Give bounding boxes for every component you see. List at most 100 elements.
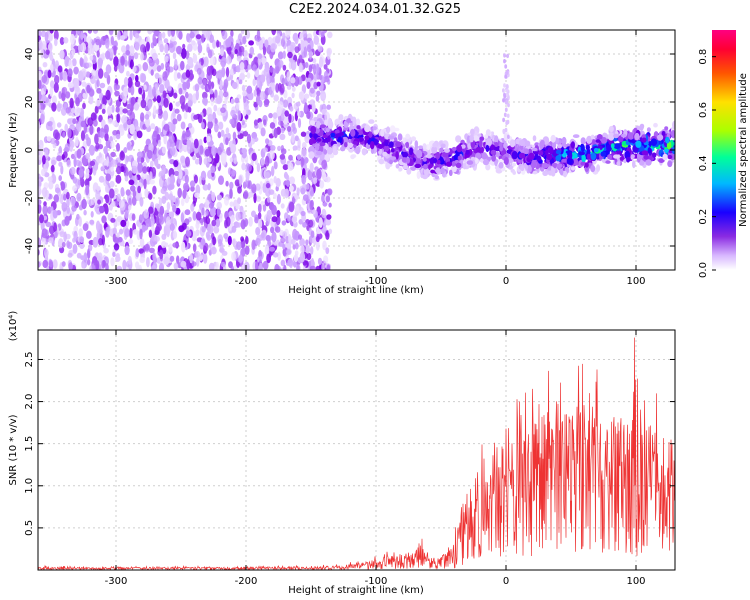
signal-cell <box>606 144 612 152</box>
noise-cell <box>241 148 248 154</box>
noise-cell <box>227 167 232 176</box>
noise-cell <box>181 222 187 230</box>
noise-cell <box>131 213 136 221</box>
noise-cell <box>66 197 70 208</box>
noise-cell <box>209 34 214 43</box>
noise-cell <box>99 82 106 89</box>
signal-cell <box>319 124 327 129</box>
noise-cell <box>123 122 128 131</box>
signal-cell <box>356 125 361 130</box>
noise-cell <box>115 174 122 184</box>
signal-cell <box>502 88 505 93</box>
noise-cell <box>72 185 78 192</box>
noise-cell <box>147 101 152 110</box>
noise-cell <box>220 56 227 68</box>
signal-cell <box>364 135 370 141</box>
noise-cell <box>56 122 62 128</box>
noise-cell <box>316 81 321 87</box>
signal-cell <box>504 74 508 79</box>
noise-cell <box>103 247 109 254</box>
noise-cell <box>101 119 106 128</box>
noise-cell <box>136 264 141 270</box>
signal-cell <box>613 143 621 150</box>
noise-cell <box>45 49 50 55</box>
noise-cell <box>225 216 231 227</box>
noise-cell <box>63 193 67 201</box>
noise-cell <box>151 225 155 234</box>
noise-cell <box>192 243 197 253</box>
noise-cell <box>150 213 155 222</box>
noise-cell <box>321 208 327 219</box>
noise-cell <box>316 90 321 97</box>
noise-cell <box>148 59 155 67</box>
noise-cell <box>327 31 333 39</box>
noise-cell <box>110 217 116 223</box>
noise-cell <box>217 131 222 139</box>
noise-cell <box>299 238 305 247</box>
noise-cell <box>182 189 187 200</box>
noise-cell <box>216 95 222 105</box>
noise-cell <box>66 240 70 249</box>
noise-cell <box>177 72 181 79</box>
noise-cell <box>132 65 137 73</box>
noise-cell <box>172 195 176 203</box>
signal-cell <box>584 162 589 168</box>
noise-cell <box>162 246 167 255</box>
noise-cell <box>209 206 216 217</box>
noise-cell <box>116 265 123 270</box>
noise-cell <box>167 30 172 37</box>
signal-cell <box>327 120 334 129</box>
noise-cell <box>266 196 271 203</box>
noise-cell <box>76 192 82 202</box>
noise-cell <box>275 185 279 192</box>
signal-cell <box>315 143 320 151</box>
noise-cell <box>104 205 109 215</box>
noise-cell <box>91 69 97 77</box>
noise-cell <box>255 237 261 246</box>
noise-cell <box>284 110 290 117</box>
noise-cell <box>155 223 162 232</box>
noise-cell <box>71 196 76 207</box>
noise-cell <box>190 142 195 153</box>
noise-cell <box>168 243 173 253</box>
spectrogram-y-axis-label: Frequency (Hz) <box>8 112 19 188</box>
noise-cell <box>101 108 106 115</box>
signal-cell <box>350 154 355 160</box>
noise-cell <box>269 122 276 129</box>
signal-cell <box>651 152 657 158</box>
noise-cell <box>95 190 101 201</box>
noise-cell <box>169 255 175 262</box>
noise-cell <box>208 262 215 270</box>
noise-cell <box>85 71 91 78</box>
signal-cell <box>422 163 428 170</box>
signal-cell <box>566 157 573 165</box>
x-tick-label: -100 <box>365 276 388 287</box>
noise-cell <box>65 91 71 99</box>
noise-cell <box>235 65 241 73</box>
noise-cell <box>238 45 245 53</box>
noise-cell <box>95 38 101 46</box>
signal-cell <box>319 142 326 147</box>
signal-cell <box>406 157 410 164</box>
noise-cell <box>192 53 198 64</box>
noise-cell <box>152 86 156 97</box>
noise-cell <box>41 168 46 177</box>
noise-cell <box>137 163 144 173</box>
noise-cell <box>193 174 198 184</box>
noise-cell <box>247 91 254 101</box>
noise-cell <box>108 161 113 168</box>
noise-cell <box>88 94 94 105</box>
noise-cell <box>40 113 45 125</box>
noise-cell <box>164 43 169 54</box>
noise-cell <box>261 232 265 239</box>
noise-cell <box>245 236 249 245</box>
noise-cell <box>43 85 47 92</box>
signal-cell <box>386 126 391 134</box>
noise-cell <box>78 228 83 238</box>
signal-cell <box>546 153 553 160</box>
noise-cell <box>243 261 250 270</box>
signal-cell <box>590 165 596 173</box>
noise-cell <box>282 32 286 40</box>
y-tick-label: -40 <box>24 238 35 254</box>
